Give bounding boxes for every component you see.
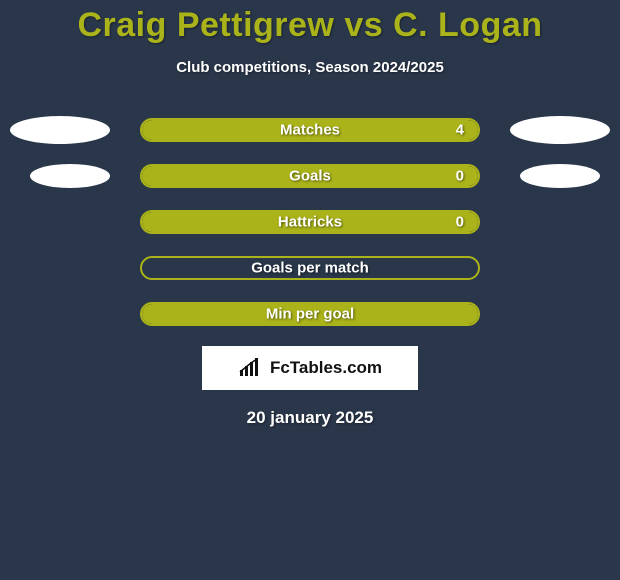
stat-bar: Goals per match [140, 256, 480, 280]
stat-label: Goals per match [142, 260, 478, 277]
player-right-marker [520, 164, 600, 188]
stat-row: Matches4 [0, 118, 620, 142]
logo-text: FcTables.com [270, 358, 382, 378]
stat-bar-fill [142, 212, 478, 232]
stat-bar: Matches4 [140, 118, 480, 142]
page-title: Craig Pettigrew vs C. Logan [0, 0, 620, 45]
stat-value: 0 [456, 168, 464, 185]
stat-row: Goals0 [0, 164, 620, 188]
bar-chart-icon [238, 358, 264, 378]
stat-bar-fill [142, 120, 478, 140]
stat-row: Hattricks0 [0, 210, 620, 234]
stat-bar: Min per goal [140, 302, 480, 326]
stat-row: Min per goal [0, 302, 620, 326]
stat-value: 0 [456, 214, 464, 231]
player-left-marker [30, 164, 110, 188]
stat-row: Goals per match [0, 256, 620, 280]
logo-box: FcTables.com [202, 346, 418, 390]
stat-bar-fill [142, 304, 478, 324]
stats-rows: Matches4 Goals0 Hattricks0 Goals per match M… [0, 118, 620, 326]
page-subtitle: Club competitions, Season 2024/2025 [0, 59, 620, 76]
player-left-marker [10, 116, 110, 144]
stat-bar: Hattricks0 [140, 210, 480, 234]
stat-value: 4 [456, 122, 464, 139]
footer-date: 20 january 2025 [0, 408, 620, 428]
stat-bar-fill [142, 166, 478, 186]
stat-bar: Goals0 [140, 164, 480, 188]
player-right-marker [510, 116, 610, 144]
